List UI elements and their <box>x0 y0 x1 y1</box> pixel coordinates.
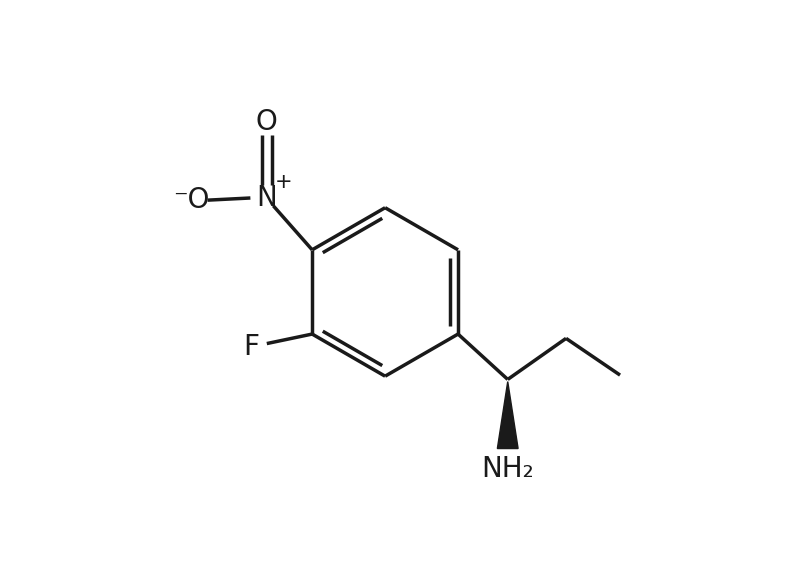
Text: N: N <box>257 184 277 212</box>
Polygon shape <box>497 381 518 449</box>
Text: +: + <box>274 172 292 191</box>
Text: F: F <box>244 333 260 361</box>
Text: O: O <box>256 108 277 136</box>
Text: ⁻O: ⁻O <box>173 186 209 214</box>
Text: NH₂: NH₂ <box>481 455 534 483</box>
